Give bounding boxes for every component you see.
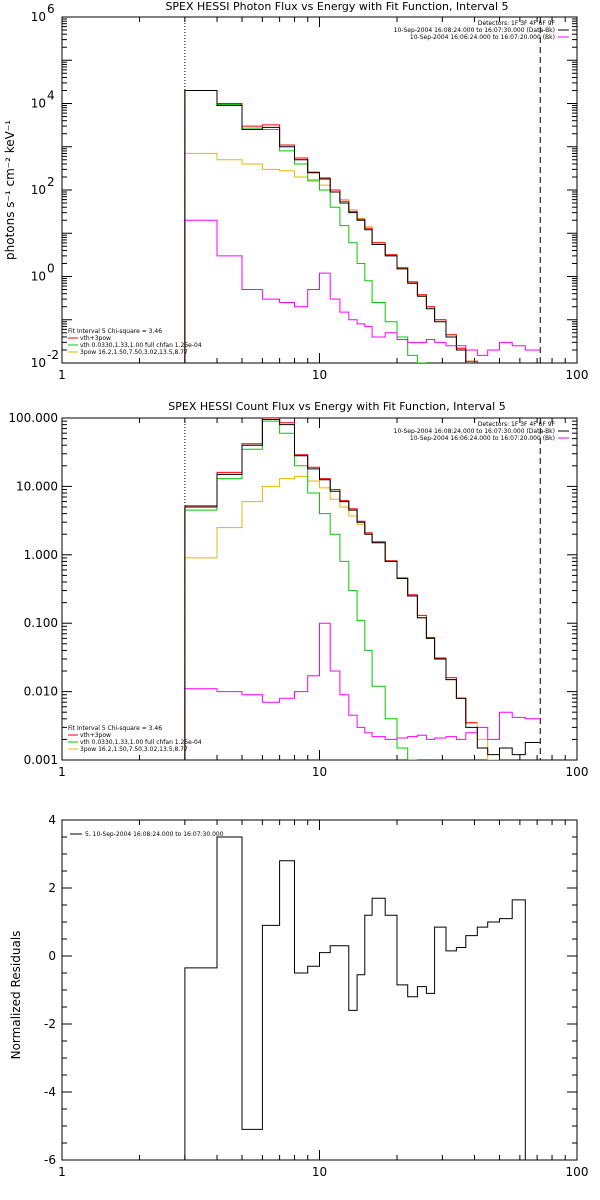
- y-tick-label: 0.001: [24, 753, 58, 767]
- residual-series-line: [184, 836, 526, 1160]
- y-tick-label: 0.010: [24, 685, 58, 699]
- y-axis-label: photons s⁻¹ cm⁻² keV⁻¹: [3, 120, 17, 260]
- y-tick-label: -6: [44, 1153, 56, 1167]
- y-tick-label: 10: [31, 183, 46, 197]
- y-tick-label: 10.000: [16, 479, 58, 493]
- legend-entry-label: 10-Sep-2004 16:08:24.000 to 16:07:30.000…: [394, 428, 555, 435]
- y-tick-exponent: 2: [47, 175, 55, 189]
- detectors-label: Detectors: 1F 3F 4F 6F 9F: [478, 421, 556, 428]
- x-tick-label: 10: [312, 368, 327, 382]
- panel-title: SPEX HESSI Count Flux vs Energy with Fit…: [168, 400, 505, 413]
- 3pow-series-line: [184, 475, 500, 760]
- y-tick-label: 2: [48, 881, 56, 895]
- y-tick-label: 10: [31, 97, 46, 111]
- legend-entry-label: 3pow 16.2,1.50,7.50,3.02,13.5,8.77: [80, 746, 188, 753]
- 3pow-series-line: [184, 152, 478, 363]
- y-tick-label: 1.000: [24, 548, 58, 562]
- x-tick-label: 100: [566, 1165, 589, 1179]
- vth-series-line: [184, 90, 427, 363]
- y-tick-label: 4: [48, 813, 56, 827]
- vth-series-line: [184, 420, 418, 760]
- y-tick-exponent: 4: [47, 89, 55, 103]
- legend-entry-label: 3pow 16.2,1.50,7.50,3.02,13.5,8.77: [80, 349, 188, 356]
- y-tick-label: 0.100: [24, 616, 58, 630]
- panel-title: SPEX HESSI Photon Flux vs Energy with Fi…: [165, 0, 508, 13]
- x-tick-label: 100: [566, 765, 589, 779]
- vth-3pow-series-line: [184, 418, 478, 760]
- legend-entry-label: 10-Sep-2004 16:06:24.000 to 16:07:20.000…: [410, 34, 555, 41]
- series-group: [184, 836, 526, 1160]
- y-tick-exponent: 0: [47, 262, 55, 276]
- y-tick-exponent: 6: [47, 2, 55, 16]
- data-bk-series-line: [184, 90, 478, 363]
- y-tick-label: 10: [31, 10, 46, 24]
- bk-series-line: [184, 622, 541, 760]
- vth-3pow-series-line: [184, 90, 478, 363]
- x-tick-label: 100: [566, 368, 589, 382]
- legend-entry-label: 5, 10-Sep-2004 16:08:24.000 to 16:07:30.…: [85, 831, 224, 838]
- legend-entry-label: vth+3pow: [80, 335, 111, 342]
- legend-entry-label: 10-Sep-2004 16:08:24.000 to 16:07:30.000…: [394, 27, 555, 34]
- y-tick-label: -2: [44, 1017, 56, 1031]
- legend-entry-label: vth+3pow: [80, 732, 111, 739]
- x-tick-label: 1: [58, 1165, 66, 1179]
- legend-entry-label: 10-Sep-2004 16:06:24.000 to 16:07:20.000…: [410, 435, 555, 442]
- y-axis-label: Normalized Residuals: [9, 931, 23, 1060]
- legend-entry-label: vth 0.0330,1.33,1.00 full chfan 1.25e-04: [80, 739, 202, 746]
- fit-legend-header: Fit Interval 5 Chi-square = 3.46: [68, 725, 162, 732]
- x-tick-label: 10: [312, 765, 327, 779]
- y-tick-label: -4: [44, 1085, 56, 1099]
- legend-entry-label: vth 0.0330,1.33,1.00 full chfan 1.25e-04: [80, 342, 202, 349]
- residuals-panel: Normalized Residuals 1 10 100 -6 -4 -2 0 2 4 5, 1…: [9, 813, 588, 1179]
- x-tick-label: 10: [312, 1165, 327, 1179]
- y-tick-label: 0: [48, 949, 56, 963]
- y-tick-label: 100.000: [8, 411, 58, 425]
- count-flux-panel: SPEX HESSI Count Flux vs Energy with Fit…: [8, 400, 589, 779]
- y-tick-label: 10: [31, 356, 46, 370]
- y-tick-label: 10: [31, 270, 46, 284]
- detectors-label: Detectors: 1F 3F 4F 6F 9F: [478, 20, 556, 27]
- x-tick-label: 1: [58, 765, 66, 779]
- photon-flux-panel: SPEX HESSI Photon Flux vs Energy with Fi…: [3, 0, 589, 382]
- series-group: [184, 90, 541, 363]
- x-tick-label: 1: [58, 368, 66, 382]
- data-bk-series-line: [184, 419, 541, 760]
- bk-series-line: [184, 219, 541, 363]
- y-tick-exponent: -2: [47, 348, 59, 362]
- plot-frame: [61, 819, 578, 1161]
- fit-legend-header: Fit Interval 5 Chi-square = 3.46: [68, 328, 162, 335]
- series-group: [184, 418, 541, 760]
